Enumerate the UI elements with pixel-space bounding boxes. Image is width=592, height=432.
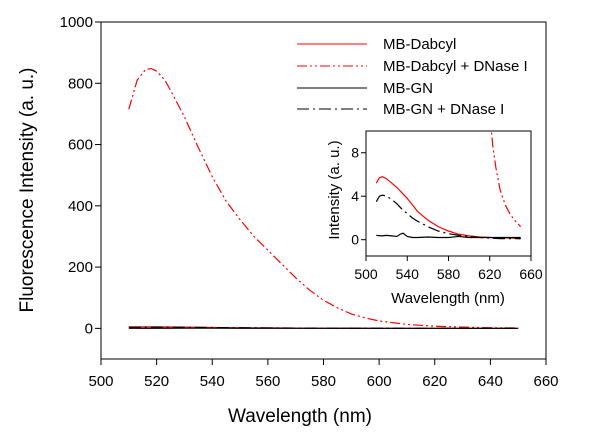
main-y-tick-label: 0 <box>85 320 93 337</box>
inset-y-axis: 0 4 8 <box>351 145 366 248</box>
legend-label-mb-gn-dnase: MB-GN + DNase I <box>383 101 504 118</box>
main-x-tick-label: 620 <box>422 373 447 390</box>
inset-x-tick-label: 500 <box>354 266 378 282</box>
main-y-axis-title: Fluorescence Intensity (a. u.) <box>17 68 38 313</box>
inset-y-axis-title: Intensity (a. u.) <box>326 140 343 239</box>
main-y-axis: 0 200 400 600 800 1000 <box>60 14 101 337</box>
inset-x-tick-label: 660 <box>519 266 543 282</box>
inset-x-tick-label: 620 <box>478 266 502 282</box>
main-y-tick-label: 1000 <box>60 14 93 31</box>
inset-series-group <box>375 131 522 240</box>
main-x-tick-label: 560 <box>255 373 280 390</box>
inset-series-line-1 <box>490 131 522 228</box>
main-y-tick-label: 600 <box>68 137 93 154</box>
main-x-tick-label: 640 <box>478 373 503 390</box>
main-series-group <box>128 67 519 329</box>
main-x-tick-label: 520 <box>144 373 169 390</box>
main-x-axis-title: Wavelength (nm) <box>228 406 372 427</box>
legend-label-mb-dabcyl: MB-Dabcyl <box>383 36 456 53</box>
legend-label-mb-gn: MB-GN <box>383 80 433 97</box>
legend: MB-Dabcyl MB-Dabcyl + DNase I MB-GN MB-G… <box>297 36 528 118</box>
inset-series-line-3 <box>375 194 521 240</box>
main-x-tick-label: 540 <box>200 373 225 390</box>
main-x-tick-label: 500 <box>88 373 113 390</box>
main-x-tick-label: 660 <box>533 373 558 390</box>
main-x-axis: 500 520 540 560 580 600 620 640 660 <box>88 359 559 390</box>
inset-y-tick-label: 4 <box>351 188 359 204</box>
main-y-tick-label: 200 <box>68 259 93 276</box>
inset-y-tick-label: 0 <box>351 232 359 248</box>
main-series-line-3 <box>128 326 519 329</box>
inset-x-tick-label: 580 <box>437 266 461 282</box>
inset-x-axis: 500 540 580 620 660 <box>354 256 543 282</box>
inset-y-tick-label: 8 <box>351 145 359 161</box>
main-y-tick-label: 800 <box>68 75 93 92</box>
inset-plot-frame <box>365 130 532 257</box>
legend-label-mb-dabcyl-dnase: MB-Dabcyl + DNase I <box>383 58 528 75</box>
main-y-tick-label: 400 <box>68 198 93 215</box>
main-x-tick-label: 580 <box>311 373 336 390</box>
inset-x-tick-label: 540 <box>396 266 420 282</box>
inset-x-axis-title: Wavelength (nm) <box>391 290 505 307</box>
main-series-line-1 <box>128 67 519 329</box>
main-x-tick-label: 600 <box>367 373 392 390</box>
